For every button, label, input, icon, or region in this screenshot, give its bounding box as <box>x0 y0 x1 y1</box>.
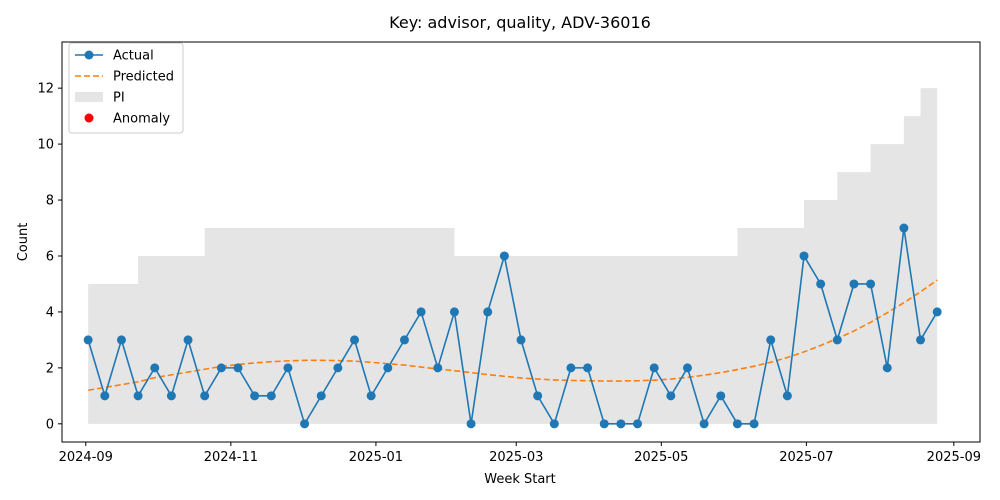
legend-swatch-anomaly <box>84 113 94 123</box>
plot-area-frame <box>61 41 981 443</box>
actual-point <box>599 419 609 429</box>
actual-point <box>316 391 326 401</box>
x-axis-ticks: 2024-09 2024-11 2025-01 2025-03 2025-05 2025-… <box>59 442 981 465</box>
legend-swatch-pi <box>75 92 103 102</box>
actual-point <box>633 419 643 429</box>
actual-point <box>483 307 493 317</box>
actual-point <box>533 391 543 401</box>
legend-label: PI <box>113 91 125 106</box>
x-tick-label: 2024-11 <box>204 450 258 465</box>
x-tick-label: 2025-03 <box>489 450 543 465</box>
actual-point <box>649 363 659 373</box>
y-tick-label: 8 <box>46 194 54 209</box>
legend-marker-actual <box>84 50 94 60</box>
actual-point <box>399 335 409 345</box>
actual-point <box>816 279 826 289</box>
x-tick-label: 2025-09 <box>927 450 981 465</box>
y-tick-label: 4 <box>46 305 54 320</box>
actual-point <box>333 363 343 373</box>
actual-point <box>416 307 426 317</box>
legend-label: Predicted <box>113 70 174 85</box>
actual-point <box>916 335 926 345</box>
actual-point <box>449 307 459 317</box>
x-tick-label: 2025-01 <box>349 450 403 465</box>
actual-point <box>832 335 842 345</box>
actual-point <box>133 391 143 401</box>
actual-layer <box>83 223 942 429</box>
y-tick-label: 0 <box>46 417 54 432</box>
actual-point <box>466 419 476 429</box>
y-tick-label: 10 <box>37 138 54 153</box>
actual-point <box>732 419 742 429</box>
actual-line <box>87 227 938 426</box>
actual-point <box>116 335 126 345</box>
actual-point <box>516 335 526 345</box>
actual-point <box>932 307 942 317</box>
actual-point <box>366 391 376 401</box>
predicted-line <box>88 279 938 392</box>
actual-point <box>250 391 260 401</box>
y-axis-ticks: 0 2 4 6 8 10 12 <box>37 82 62 432</box>
actual-point <box>266 391 276 401</box>
y-tick-label: 2 <box>46 361 54 376</box>
actual-point <box>583 363 593 373</box>
actual-point <box>666 391 676 401</box>
prediction-interval-layer <box>88 60 938 424</box>
actual-point <box>233 363 243 373</box>
actual-point <box>616 419 626 429</box>
actual-point <box>83 335 93 345</box>
legend-label: Anomaly <box>113 112 170 127</box>
y-tick-label: 6 <box>46 249 54 264</box>
actual-point <box>799 251 809 261</box>
actual-point <box>766 335 776 345</box>
x-tick-label: 2025-05 <box>634 450 688 465</box>
actual-point <box>166 391 176 401</box>
x-tick-label: 2024-09 <box>59 450 113 465</box>
actual-point <box>749 419 759 429</box>
legend-entries: Actual Predicted PI Anomaly <box>75 49 174 127</box>
actual-point <box>300 419 310 429</box>
y-axis-label: Count <box>16 223 31 262</box>
actual-point <box>183 335 193 345</box>
actual-point <box>350 335 360 345</box>
actual-point <box>866 279 876 289</box>
actual-point <box>100 391 110 401</box>
actual-point <box>283 363 293 373</box>
actual-point <box>200 391 210 401</box>
actual-point <box>882 363 892 373</box>
actual-point <box>566 363 576 373</box>
actual-point <box>383 363 393 373</box>
legend-box <box>68 42 184 134</box>
x-tick-label: 2025-07 <box>779 450 833 465</box>
actual-point <box>549 419 559 429</box>
actual-point <box>682 363 692 373</box>
prediction-interval-band <box>88 60 938 424</box>
y-tick-label: 12 <box>37 82 54 97</box>
x-axis-label: Week Start <box>484 472 556 487</box>
actual-point <box>716 391 726 401</box>
actual-point <box>216 363 226 373</box>
actual-point <box>899 223 909 233</box>
predicted-layer <box>88 279 938 392</box>
actual-point <box>782 391 792 401</box>
actual-point <box>150 363 160 373</box>
actual-point <box>699 419 709 429</box>
legend: Actual Predicted PI Anomaly <box>68 42 184 134</box>
actual-point <box>499 251 509 261</box>
actual-point <box>849 279 859 289</box>
chart-title: Key: advisor, quality, ADV-36016 <box>389 13 651 32</box>
legend-label: Actual <box>113 49 154 64</box>
actual-point <box>433 363 443 373</box>
